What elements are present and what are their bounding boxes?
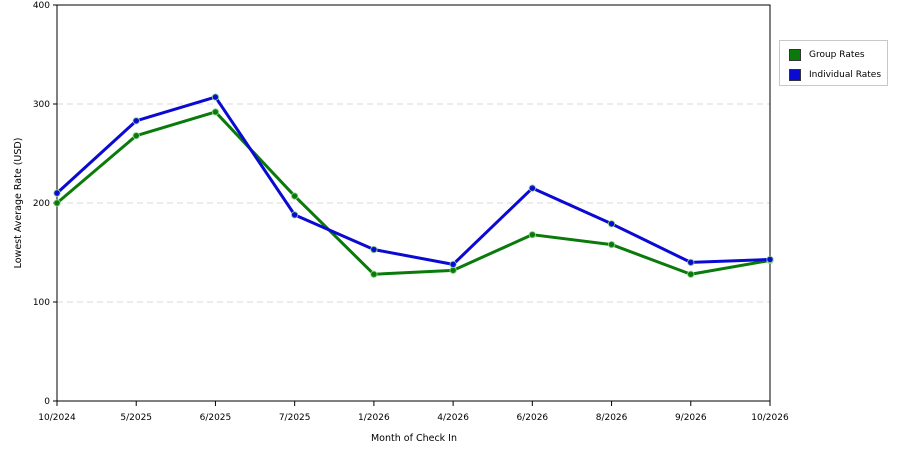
data-point-individual-rates [53,189,61,197]
gridlines [57,103,770,303]
data-point-group-rates [528,231,536,239]
x-axis: 10/2024 5/2025 6/2025 7/2025 1/2026 4/2026 6/2… [38,401,789,423]
y-tick-label: 200 [33,199,50,209]
x-tick-label: 6/2026 [516,413,548,423]
data-point-group-rates [291,192,299,200]
data-point-group-rates [687,270,695,278]
x-tick-label: 6/2025 [200,413,232,423]
data-point-individual-rates [211,93,220,101]
series-line-group-rates [55,110,772,276]
data-point-individual-rates [291,211,299,219]
data-point-group-rates [370,270,378,278]
legend-swatch-individual-rates [789,69,801,81]
y-tick-label: 300 [33,100,50,110]
data-point-individual-rates [528,184,536,192]
data-point-individual-rates [766,255,774,264]
x-tick-label: 4/2026 [437,413,469,423]
data-point-individual-rates [687,258,695,266]
y-tick-label: 0 [44,397,50,407]
y-tick-label: 400 [33,1,50,11]
x-tick-label: 10/2024 [38,413,76,423]
y-tick-label: 100 [33,298,50,308]
y-axis-title: Lowest Average Rate (USD) [13,138,24,269]
data-point-group-rates [449,266,457,274]
x-tick-label: 7/2025 [279,413,311,423]
data-point-individual-rates [607,220,616,228]
x-tick-label: 5/2025 [120,413,152,423]
data-point-individual-rates [370,245,378,254]
x-axis-title: Month of Check In [371,433,457,444]
legend-swatch-group-rates [789,49,801,61]
data-point-individual-rates [132,117,140,125]
series-group [53,93,774,278]
data-point-group-rates [132,132,140,140]
x-tick-label: 1/2026 [358,413,390,423]
data-point-group-rates [211,108,220,116]
plot-area-frame [56,4,771,402]
data-point-group-rates [53,199,61,207]
data-point-individual-rates [449,260,457,268]
x-tick-label: 8/2026 [596,413,628,423]
x-tick-label: 10/2026 [751,413,789,423]
x-tick-label: 9/2026 [675,413,707,423]
series-line-individual-rates [55,95,772,266]
data-point-group-rates [607,240,616,249]
legend-item-group-rates: Group Rates [789,48,865,62]
y-axis: 0 100 200 300 400 [33,1,57,407]
legend-label-group-rates: Group Rates [809,50,865,60]
legend-label-individual-rates: Individual Rates [809,70,882,80]
legend: Group Rates Individual Rates [779,40,888,86]
legend-item-individual-rates: Individual Rates [789,68,881,82]
